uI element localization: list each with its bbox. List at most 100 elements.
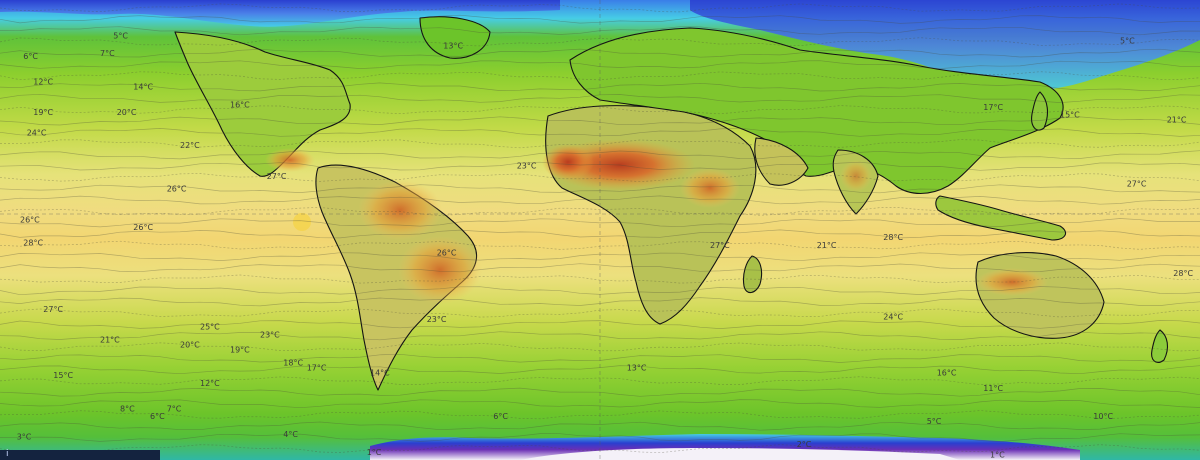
isotherm-label: 27°C bbox=[43, 305, 63, 314]
isotherm-label: 14°C bbox=[133, 82, 153, 91]
isotherm-line bbox=[0, 263, 1200, 273]
isotherm-line bbox=[0, 161, 1200, 171]
isotherm-label: 14°C bbox=[370, 369, 390, 378]
isotherm-label: 12°C bbox=[33, 77, 53, 86]
isotherm-label: 28°C bbox=[1173, 269, 1193, 278]
isotherm-line bbox=[0, 116, 1200, 126]
isotherm-label: 2°C bbox=[797, 440, 812, 449]
isotherm-line bbox=[0, 229, 1200, 239]
isotherm-line bbox=[0, 82, 1200, 92]
arctic-cold-band bbox=[0, 0, 560, 27]
isotherm-label: 8°C bbox=[120, 404, 135, 413]
isotherm-line bbox=[0, 26, 1200, 36]
isotherm-label: 6°C bbox=[150, 412, 165, 421]
eurasia bbox=[569, 27, 1064, 195]
isotherm-line bbox=[0, 127, 1200, 137]
isotherm-label: 28°C bbox=[883, 233, 903, 242]
isotherm-label: 26°C bbox=[167, 185, 187, 194]
isotherm-line bbox=[0, 105, 1200, 115]
isotherm-line bbox=[0, 342, 1200, 352]
isotherm-label: 28°C bbox=[23, 238, 43, 247]
isotherm-line bbox=[0, 173, 1200, 183]
isotherm-line bbox=[0, 331, 1200, 341]
isotherm-line bbox=[0, 308, 1200, 318]
isotherm-line bbox=[0, 184, 1200, 194]
isotherm-line bbox=[0, 274, 1200, 284]
isotherm-label: 1°C bbox=[367, 448, 382, 457]
isotherm-label: 6°C bbox=[23, 52, 38, 61]
isotherm-label: 12°C bbox=[200, 379, 220, 388]
amazon-hotspot bbox=[358, 180, 442, 240]
isotherm-label: 7°C bbox=[167, 404, 182, 413]
new-zealand bbox=[1151, 329, 1169, 363]
isotherm-label: 25°C bbox=[200, 323, 220, 332]
isotherm-line bbox=[0, 286, 1200, 296]
isotherm-label: 11°C bbox=[983, 384, 1003, 393]
isotherm-label: 16°C bbox=[230, 100, 250, 109]
india-hotspot bbox=[840, 160, 872, 192]
isotherm-line bbox=[0, 240, 1200, 250]
isotherm-label: 17°C bbox=[983, 103, 1003, 112]
isotherm-label: 7°C bbox=[100, 49, 115, 58]
southeast-asia-islands bbox=[935, 195, 1067, 241]
isotherm-line bbox=[0, 421, 1200, 431]
info-icon[interactable]: i bbox=[6, 449, 9, 459]
isotherm-line bbox=[0, 376, 1200, 385]
isotherm-label: 5°C bbox=[1120, 36, 1135, 45]
siberia-cold-region bbox=[690, 0, 1200, 92]
isotherm-line bbox=[0, 365, 1200, 375]
isotherm-label: 24°C bbox=[27, 128, 47, 137]
east-africa-hotspot bbox=[680, 168, 740, 208]
isotherm-line bbox=[0, 433, 1200, 442]
isotherm-line bbox=[0, 297, 1200, 307]
isotherm-label: 21°C bbox=[1167, 116, 1187, 125]
isotherm-label: 6°C bbox=[493, 412, 508, 421]
isotherm-line bbox=[0, 218, 1200, 228]
australia-hotspot bbox=[976, 268, 1048, 296]
pacific-warm-spot bbox=[293, 213, 311, 231]
west-africa-hotspot bbox=[542, 144, 594, 180]
arabian-peninsula bbox=[754, 137, 809, 186]
isotherm-label: 24°C bbox=[883, 312, 903, 321]
isotherm-label: 22°C bbox=[180, 141, 200, 150]
isotherm-line bbox=[0, 139, 1200, 149]
isotherm-label: 27°C bbox=[710, 241, 730, 250]
isotherm-labels: 5°C6°C 7°C12°C14°C19°C 20°C16°C24°C22°C26°… bbox=[17, 31, 1194, 459]
isotherm-line bbox=[0, 207, 1200, 216]
isotherm-label: 13°C bbox=[627, 364, 647, 373]
central-america-hotspot bbox=[265, 148, 315, 172]
isotherm-label: 10°C bbox=[1093, 412, 1113, 421]
isotherm-label: 27°C bbox=[1127, 180, 1147, 189]
isotherm-label: 21°C bbox=[817, 241, 837, 250]
isotherm-line bbox=[0, 410, 1200, 420]
north-america bbox=[174, 31, 351, 177]
isotherm-line bbox=[0, 444, 1200, 454]
heat-hotspots bbox=[265, 139, 1048, 304]
isotherm-line bbox=[0, 93, 1200, 103]
info-badge[interactable]: i bbox=[0, 449, 160, 460]
isotherm-line bbox=[0, 320, 1200, 329]
isotherm-label: 3°C bbox=[17, 433, 32, 442]
isotherm-label: 26°C bbox=[133, 223, 153, 232]
isotherm-label: 26°C bbox=[437, 249, 457, 258]
isotherm-label: 5°C bbox=[927, 417, 942, 426]
isotherm-label: 5°C bbox=[113, 31, 128, 40]
brazil-hotspot bbox=[398, 236, 482, 304]
isotherm-line bbox=[0, 387, 1200, 397]
greenland bbox=[419, 16, 491, 59]
isotherm-line bbox=[0, 399, 1200, 409]
isotherm-label: 15°C bbox=[53, 371, 73, 380]
isotherm-label: 20°C bbox=[180, 341, 200, 350]
isotherm-line bbox=[0, 60, 1200, 69]
isotherm-label: 17°C bbox=[307, 364, 327, 373]
isotherm-label: 23°C bbox=[517, 162, 537, 171]
isotherm-label: 21°C bbox=[100, 335, 120, 344]
isotherm-label: 20°C bbox=[117, 108, 137, 117]
japan bbox=[1031, 91, 1049, 131]
isotherm-line bbox=[0, 353, 1200, 363]
isotherm-line bbox=[0, 150, 1200, 160]
isotherm-label: 27°C bbox=[267, 172, 287, 181]
